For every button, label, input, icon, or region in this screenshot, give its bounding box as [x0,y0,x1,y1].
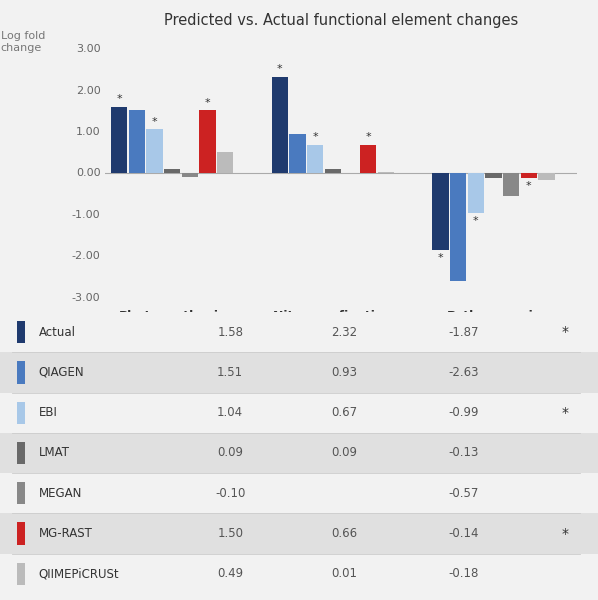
Text: *: * [562,325,569,339]
Text: -2.63: -2.63 [448,366,479,379]
Bar [129,110,145,173]
Bar [0,473,598,514]
Text: 1.51: 1.51 [217,366,243,379]
Bar [468,173,484,214]
Text: 0.66: 0.66 [331,527,357,540]
Text: -0.13: -0.13 [448,446,478,460]
Bar [164,169,180,173]
Bar [307,145,324,173]
Bar [0,514,598,554]
Bar [0,312,598,352]
Text: 0.67: 0.67 [331,406,357,419]
Text: 0.49: 0.49 [217,568,243,580]
Text: *: * [152,116,157,127]
Bar [0,352,598,392]
Bar [199,110,216,173]
Bar [182,173,198,176]
Text: *: * [205,98,210,107]
Bar [17,563,25,585]
Text: *: * [473,217,478,226]
Text: Pathogenesis: Pathogenesis [447,310,541,323]
Text: 0.93: 0.93 [331,366,357,379]
Text: Photosynthesis: Photosynthesis [118,310,226,323]
Text: -0.10: -0.10 [215,487,245,500]
Bar [17,321,25,343]
Bar [271,77,288,173]
Text: 1.58: 1.58 [217,326,243,338]
Bar [17,442,25,464]
Text: *: * [116,94,122,104]
Bar [217,152,233,173]
Bar [360,145,376,173]
Text: *: * [562,527,569,541]
Text: Log fold
change: Log fold change [1,31,45,53]
Text: LMAT: LMAT [39,446,70,460]
Text: -0.18: -0.18 [448,568,478,580]
Bar [111,107,127,173]
Text: *: * [365,133,371,142]
Text: -0.14: -0.14 [448,527,479,540]
Text: 0.09: 0.09 [217,446,243,460]
Text: Nitrogen fixation: Nitrogen fixation [273,310,392,323]
Bar [17,401,25,424]
Text: QIAGEN: QIAGEN [39,366,84,379]
Title: Predicted vs. Actual functional element changes: Predicted vs. Actual functional element … [164,13,518,28]
Bar [17,523,25,545]
Text: *: * [562,406,569,420]
Bar [521,173,537,178]
Text: Actual: Actual [39,326,76,338]
Text: -1.87: -1.87 [448,326,479,338]
Bar [0,433,598,473]
Text: QIIMEPiCRUSt: QIIMEPiCRUSt [39,568,120,580]
Text: -0.99: -0.99 [448,406,479,419]
Text: 1.04: 1.04 [217,406,243,419]
Bar [538,173,555,180]
Text: MEGAN: MEGAN [39,487,83,500]
Bar [0,554,598,594]
Bar [289,134,306,173]
Text: *: * [312,132,318,142]
Bar [17,361,25,383]
Bar [0,392,598,433]
Bar [325,169,341,173]
Text: *: * [438,253,443,263]
Text: -0.57: -0.57 [448,487,478,500]
Bar [503,173,519,196]
Bar [450,173,466,281]
Text: *: * [277,64,283,74]
Text: 2.32: 2.32 [331,326,357,338]
Bar [17,482,25,505]
Bar [147,130,163,173]
Text: 1.50: 1.50 [217,527,243,540]
Text: MG-RAST: MG-RAST [39,527,93,540]
Bar [486,173,502,178]
Bar [432,173,448,250]
Text: EBI: EBI [39,406,58,419]
Text: 0.09: 0.09 [331,446,357,460]
Text: 0.01: 0.01 [331,568,357,580]
Text: *: * [526,181,532,191]
